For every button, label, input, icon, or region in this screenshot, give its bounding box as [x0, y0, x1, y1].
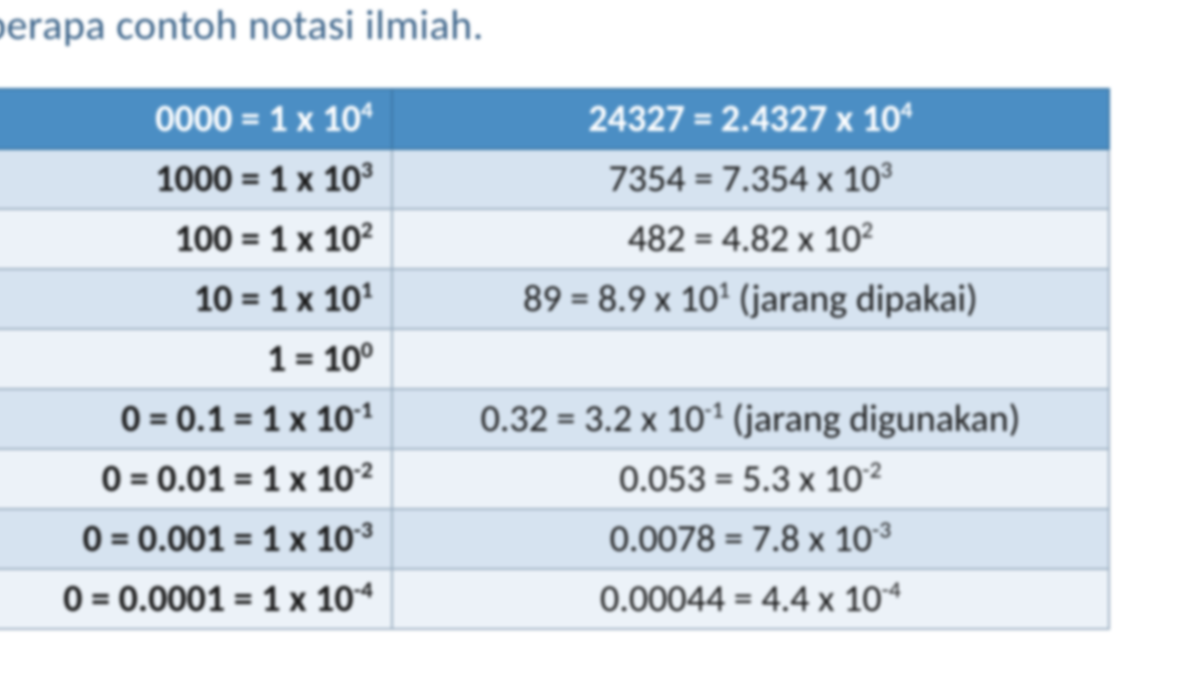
- row-right-lhs: 482: [628, 216, 686, 262]
- hdr-right-base: 2.4327 x 10: [721, 96, 901, 142]
- hdr-right-exp: 4: [900, 96, 912, 124]
- row-left-base: 1 x 10: [268, 156, 360, 202]
- row-left-lhs: 0 = 0.001: [83, 516, 226, 562]
- equals-sign: =: [570, 276, 598, 322]
- hdr-left-base: 1 x 10: [268, 96, 360, 142]
- row-left-lhs: 0 = 0.01: [102, 456, 225, 502]
- row-left-base: 10: [322, 336, 361, 382]
- row-left-cell: 1000 = 1 x 103: [0, 149, 392, 209]
- row-left-cell: 100 = 1 x 102: [0, 209, 392, 269]
- equals-sign: =: [241, 96, 269, 142]
- row-left-base: 1 x 10: [261, 456, 353, 502]
- row-left-exp: 3: [361, 156, 373, 184]
- equals-sign: =: [295, 336, 323, 382]
- equals-sign: =: [694, 216, 722, 262]
- equals-sign: =: [241, 216, 269, 262]
- equals-sign: =: [693, 96, 721, 142]
- equals-sign: =: [234, 396, 262, 442]
- table-row: 1 = 100: [0, 329, 1109, 389]
- row-right-base: 4.4 x 10: [761, 576, 881, 622]
- row-left-lhs: 10: [194, 276, 233, 322]
- row-left-exp: 0: [361, 336, 373, 364]
- row-left-base: 1 x 10: [261, 576, 353, 622]
- table-row: 1000 = 1 x 103 7354 = 7.354 x 103: [0, 149, 1109, 209]
- row-left-base: 1 x 10: [268, 216, 360, 262]
- equals-sign: =: [724, 516, 752, 562]
- row-right-cell: 482 = 4.82 x 102: [392, 209, 1109, 269]
- row-right-exp: -4: [882, 576, 901, 604]
- equals-sign: =: [241, 276, 269, 322]
- header-right-cell: 24327 = 2.4327 x 104: [392, 89, 1109, 149]
- row-right-lhs: 0.32: [481, 396, 548, 442]
- table-row: 0 = 0.1 = 1 x 10-1 0.32 = 3.2 x 10-1 (ja…: [0, 389, 1109, 449]
- hdr-left-lhs: 0000: [155, 96, 232, 142]
- row-right-exp: -2: [862, 456, 881, 484]
- equals-sign: =: [241, 156, 269, 202]
- table-header-row: 0000 = 1 x 104 24327 = 2.4327 x 104: [0, 89, 1109, 149]
- row-left-cell: 0 = 0.001 = 1 x 10-3: [0, 509, 392, 569]
- equals-sign: =: [234, 576, 262, 622]
- row-right-base: 3.2 x 10: [584, 396, 704, 442]
- row-right-cell: 7354 = 7.354 x 103: [392, 149, 1109, 209]
- row-right-base: 7.354 x 10: [722, 156, 881, 202]
- equals-sign: =: [557, 396, 585, 442]
- row-right-exp: 2: [861, 216, 873, 244]
- table-row: 0 = 0.01 = 1 x 10-2 0.053 = 5.3 x 10-2: [0, 449, 1109, 509]
- row-right-exp: 1: [718, 276, 730, 304]
- row-right-note: (jarang dipakai): [739, 276, 978, 322]
- row-left-exp: 1: [361, 276, 373, 304]
- row-left-lhs: 100: [175, 216, 233, 262]
- row-left-lhs: 1000: [155, 156, 232, 202]
- row-left-lhs: 0 = 0.1: [121, 396, 225, 442]
- row-right-base: 5.3 x 10: [742, 456, 862, 502]
- row-right-cell-empty: [392, 329, 1109, 389]
- row-left-lhs: 1: [267, 336, 286, 382]
- caption-text: beberapa contoh notasi ilmiah.: [0, 0, 484, 51]
- row-right-exp: -1: [704, 396, 723, 424]
- hdr-right-lhs: 24327: [588, 96, 684, 142]
- row-right-lhs: 0.0078: [610, 516, 716, 562]
- table-row: 10 = 1 x 101 89 = 8.9 x 101 (jarang dipa…: [0, 269, 1109, 329]
- row-left-base: 1 x 10: [268, 276, 360, 322]
- row-right-base: 8.9 x 10: [598, 276, 718, 322]
- equals-sign: =: [234, 516, 262, 562]
- equals-sign: =: [234, 456, 262, 502]
- row-right-cell: 0.053 = 5.3 x 10-2: [392, 449, 1109, 509]
- row-left-cell: 10 = 1 x 101: [0, 269, 392, 329]
- row-left-cell: 1 = 100: [0, 329, 392, 389]
- row-left-base: 1 x 10: [261, 396, 353, 442]
- row-left-exp: -1: [354, 396, 373, 424]
- table-row: 0 = 0.001 = 1 x 10-3 0.0078 = 7.8 x 10-3: [0, 509, 1109, 569]
- row-right-lhs: 89: [523, 276, 562, 322]
- row-left-exp: -2: [354, 456, 373, 484]
- row-right-cell: 89 = 8.9 x 101 (jarang dipakai): [392, 269, 1109, 329]
- row-left-lhs: 0 = 0.0001: [63, 576, 225, 622]
- row-right-base: 4.82 x 10: [722, 216, 862, 262]
- row-left-exp: -3: [354, 516, 373, 544]
- table-row: 100 = 1 x 102 482 = 4.82 x 102: [0, 209, 1109, 269]
- row-right-lhs: 0.00044: [600, 576, 725, 622]
- row-left-cell: 0 = 0.1 = 1 x 10-1: [0, 389, 392, 449]
- row-left-base: 1 x 10: [261, 516, 353, 562]
- row-right-exp: 3: [880, 156, 892, 184]
- hdr-left-exp: 4: [361, 96, 373, 124]
- row-right-cell: 0.32 = 3.2 x 10-1 (jarang digunakan): [392, 389, 1109, 449]
- row-right-base: 7.8 x 10: [752, 516, 872, 562]
- equals-sign: =: [715, 456, 743, 502]
- header-left-cell: 0000 = 1 x 104: [0, 89, 392, 149]
- row-right-note: (jarang digunakan): [732, 396, 1020, 442]
- row-left-cell: 0 = 0.0001 = 1 x 10-4: [0, 569, 392, 629]
- row-left-cell: 0 = 0.01 = 1 x 10-2: [0, 449, 392, 509]
- row-left-exp: 2: [361, 216, 373, 244]
- equals-sign: =: [694, 156, 722, 202]
- row-right-lhs: 7354: [608, 156, 685, 202]
- row-left-exp: -4: [354, 576, 373, 604]
- row-right-cell: 0.0078 = 7.8 x 10-3: [392, 509, 1109, 569]
- row-right-cell: 0.00044 = 4.4 x 10-4: [392, 569, 1109, 629]
- row-right-exp: -3: [872, 516, 891, 544]
- table-row: 0 = 0.0001 = 1 x 10-4 0.00044 = 4.4 x 10…: [0, 569, 1109, 629]
- scientific-notation-table: 0000 = 1 x 104 24327 = 2.4327 x 104 1000…: [0, 88, 1110, 630]
- equals-sign: =: [734, 576, 762, 622]
- row-right-lhs: 0.053: [619, 456, 706, 502]
